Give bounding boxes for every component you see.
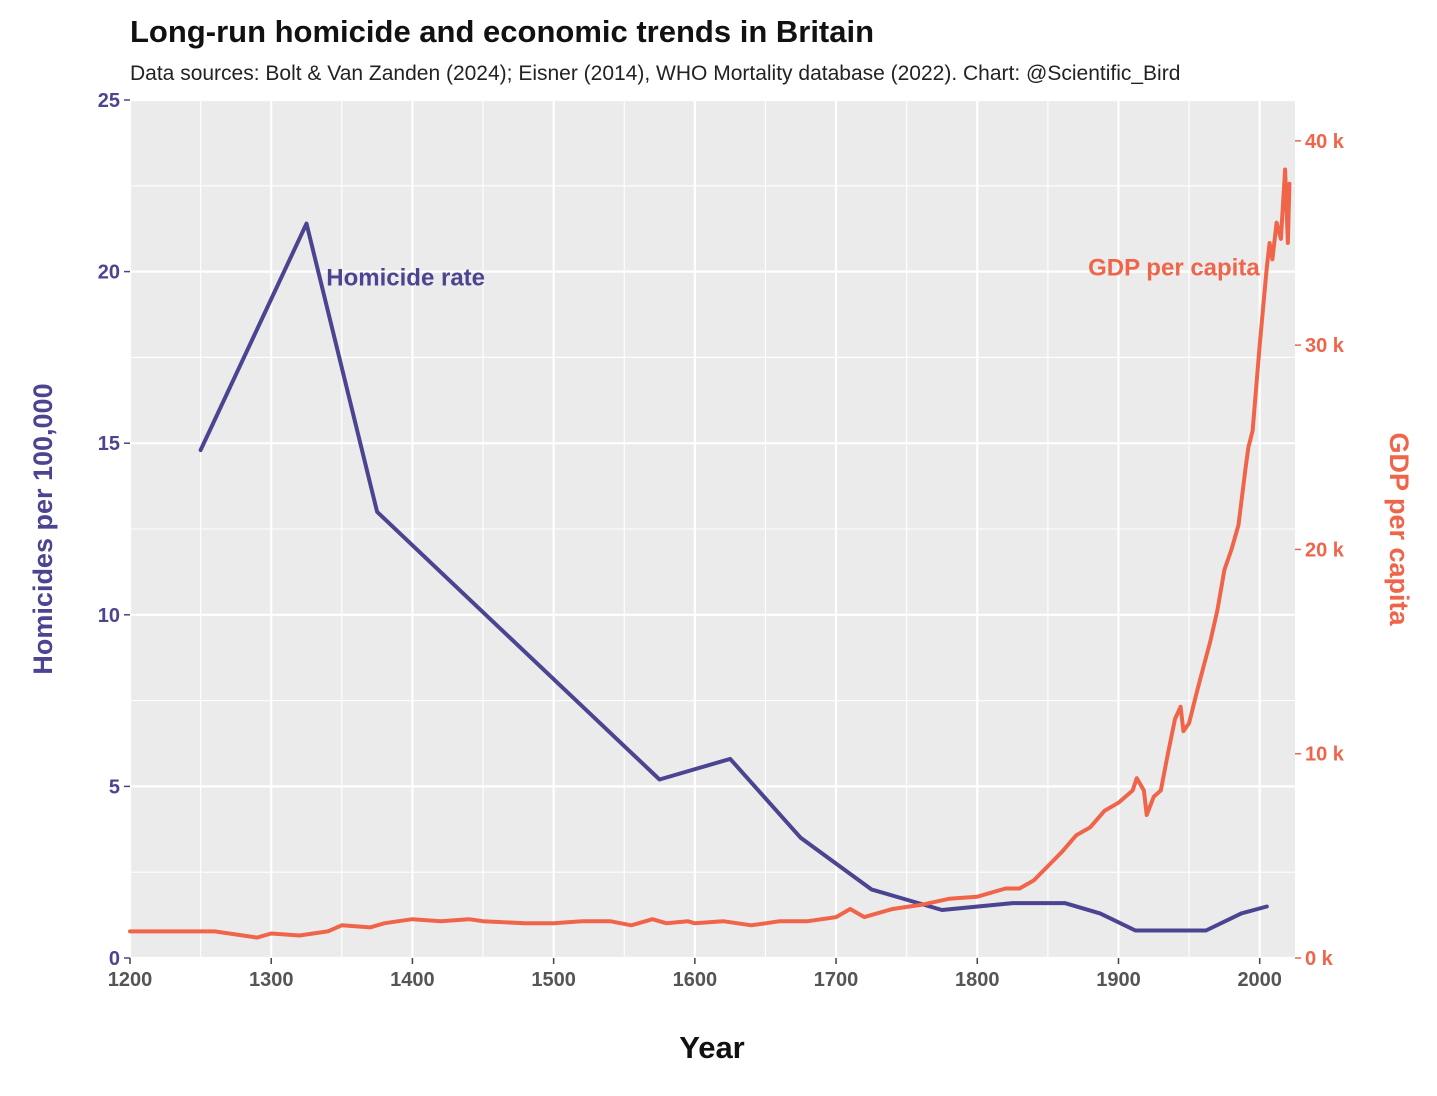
x-tick-label: 1700 [814, 969, 859, 991]
y-left-tick-label: 15 [98, 433, 120, 455]
y-left-tick-label: 10 [98, 605, 120, 627]
x-axis-title: Year [679, 1030, 745, 1065]
y-right-tick-label: 30 k [1305, 335, 1345, 357]
y-left-tick-label: 20 [98, 262, 120, 284]
y-right-tick-label: 10 k [1305, 744, 1345, 766]
x-tick-label: 2000 [1237, 969, 1282, 991]
y-left-tick-label: 0 [109, 948, 120, 970]
x-tick-label: 1200 [108, 969, 153, 991]
y-right-tick-label: 0 k [1305, 948, 1334, 970]
y-axis-left-title: Homicides per 100,000 [28, 383, 58, 674]
y-right-tick-label: 40 k [1305, 131, 1345, 153]
grid-layer [128, 98, 1295, 960]
gdp-per-capita-line [128, 167, 1292, 940]
y-left-tick-label: 25 [98, 90, 120, 112]
x-tick-label: 1500 [531, 969, 576, 991]
labels-layer: Homicide rate GDP per capita [326, 255, 1260, 292]
y-right-tick-label: 20 k [1305, 539, 1345, 561]
chart-title: Long-run homicide and economic trends in… [130, 14, 875, 49]
x-tick-label: 1800 [955, 969, 1000, 991]
chart-subtitle: Data sources: Bolt & Van Zanden (2024); … [130, 62, 1181, 85]
x-tick-label: 1400 [390, 969, 435, 991]
x-tick-label: 1600 [673, 969, 718, 991]
y-axis-right-title: GDP per capita [1384, 432, 1414, 626]
homicide-rate-line [198, 221, 1269, 933]
y-left-tick-label: 5 [109, 776, 120, 798]
axes-layer: 1200 1300 1400 1500 1600 1700 1800 1900 2000 0 5 10… [98, 90, 1345, 991]
x-tick-label: 1300 [249, 969, 294, 991]
homicide-rate-label: Homicide rate [326, 264, 485, 291]
gdp-per-capita-label: GDP per capita [1088, 255, 1260, 282]
x-tick-label: 1900 [1096, 969, 1141, 991]
series-layer [128, 167, 1292, 940]
